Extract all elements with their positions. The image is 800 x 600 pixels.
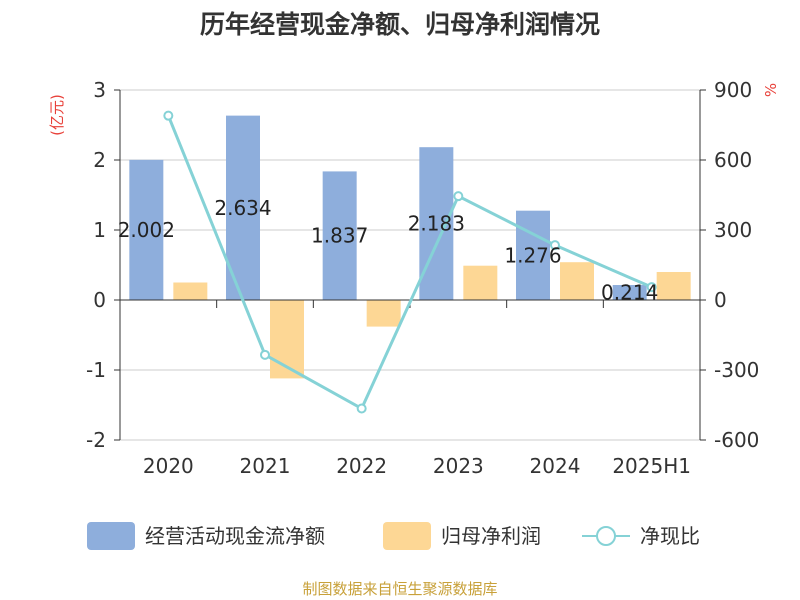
- ratio-point: [646, 282, 657, 293]
- cashflow-data-label: 1.837: [311, 224, 368, 248]
- bars: [129, 115, 691, 379]
- left-tick-label: 1: [93, 218, 106, 242]
- cashflow-data-label: 0.214: [601, 281, 658, 305]
- left-tick-label: -1: [86, 358, 106, 382]
- cashflow-bar: [129, 159, 164, 300]
- left-tick-label: 3: [93, 78, 106, 102]
- data-labels: 2.002 2.634 1.837 2.183 1.276 0.214: [118, 196, 659, 305]
- legend: 经营活动现金流净额 归母净利润 净现比: [87, 522, 700, 550]
- cashflow-bar: [419, 147, 454, 300]
- legend-label: 经营活动现金流净额: [145, 524, 325, 548]
- source-note: 制图数据来自恒生聚源数据库: [302, 580, 497, 598]
- cashflow-bar: [516, 210, 550, 300]
- ratio-point: [356, 403, 367, 414]
- ratio-point: [260, 349, 270, 360]
- right-tick-label: 0: [714, 288, 727, 312]
- left-tick-label: 2: [93, 148, 106, 172]
- grid-lines: [120, 89, 700, 441]
- cashflow-bar: [612, 285, 647, 300]
- axes: 3 2 1 0 -1 -2 900 600 300 0 -300 -600 2020 2021 2022 20…: [86, 78, 759, 478]
- net-profit-bar: [656, 272, 691, 300]
- net-profit-bar: [463, 265, 498, 300]
- right-tick-label: 300: [714, 218, 752, 242]
- chart-title: 历年经营现金净额、归母净利润情况: [200, 10, 600, 39]
- ratio-point: [453, 191, 464, 202]
- legend-swatch: [87, 522, 135, 550]
- cashflow-data-label: 1.276: [504, 243, 561, 267]
- category-label: 2025H1: [612, 454, 691, 478]
- ratio-point: [163, 110, 174, 121]
- right-axis-unit: %: [762, 83, 780, 97]
- cashflow-bar: [322, 171, 357, 300]
- ratio-line-path: [166, 115, 653, 411]
- right-tick-label: 900: [714, 78, 752, 102]
- category-label: 2021: [240, 454, 291, 478]
- legend-label: 净现比: [640, 524, 700, 548]
- net-profit-bar: [173, 282, 208, 300]
- category-label: 2023: [433, 454, 484, 478]
- cashflow-data-label: 2.183: [408, 212, 465, 236]
- ratio-line: [163, 110, 657, 414]
- category-label: 2022: [336, 454, 387, 478]
- cashflow-data-label: 2.002: [118, 218, 175, 242]
- category-label: 2024: [530, 454, 581, 478]
- legend-marker: [596, 526, 616, 546]
- left-axis-unit: (亿元): [48, 94, 66, 136]
- net-profit-bar: [366, 300, 401, 327]
- ratio-point: [550, 240, 560, 251]
- right-tick-label: -600: [714, 428, 759, 452]
- net-profit-bar: [560, 262, 594, 300]
- right-tick-label: -300: [714, 358, 759, 382]
- legend-label: 归母净利润: [441, 524, 541, 548]
- category-label: 2020: [143, 454, 194, 478]
- left-tick-label: 0: [93, 288, 106, 312]
- right-tick-label: 600: [714, 148, 752, 172]
- legend-swatch: [383, 522, 431, 550]
- cashflow-data-label: 2.634: [214, 196, 271, 220]
- left-tick-label: -2: [86, 428, 106, 452]
